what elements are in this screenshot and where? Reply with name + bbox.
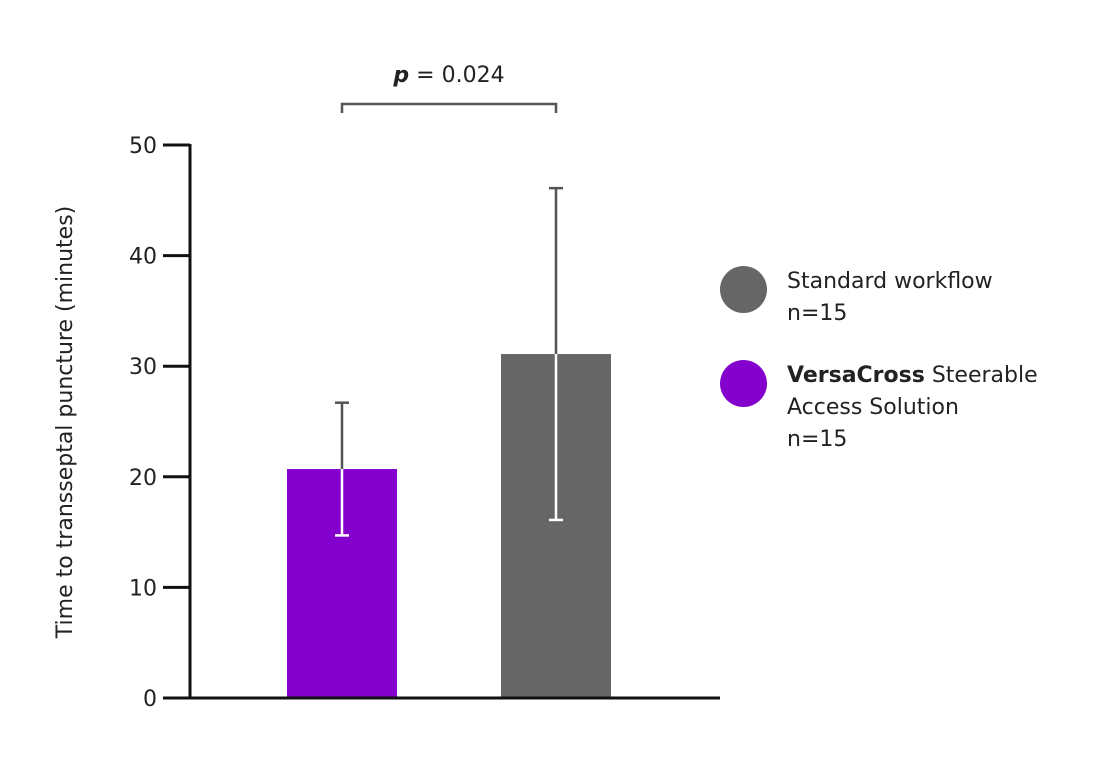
y-axis-ticks: 0 10 20 30 40 50 <box>129 134 190 712</box>
legend-item-standard: Standard workflow n=15 <box>720 266 1090 330</box>
significance-bracket <box>340 102 558 113</box>
bars <box>287 354 611 698</box>
y-tick-label: 10 <box>129 576 157 601</box>
p-symbol: p <box>392 63 409 88</box>
y-tick-label: 50 <box>129 134 157 159</box>
p-value-label: p = 0.024 <box>392 63 504 88</box>
y-tick-label: 30 <box>129 355 157 380</box>
legend-swatch-standard <box>720 266 767 313</box>
y-tick-label: 40 <box>129 245 157 270</box>
legend: Standard workflow n=15 VersaCross Steera… <box>720 266 1090 486</box>
p-value-text: = 0.024 <box>409 63 504 88</box>
legend-label-versacross: Steerable Access Solution <box>787 363 1038 420</box>
y-axis-title: Time to transseptal puncture (minutes) <box>53 206 78 639</box>
y-tick-label: 0 <box>143 687 157 712</box>
legend-n-versacross: n=15 <box>787 427 848 452</box>
legend-n-standard: n=15 <box>787 301 848 326</box>
legend-label-standard: Standard workflow <box>787 269 993 294</box>
legend-label-bold-versacross: VersaCross <box>787 363 925 388</box>
error-bars <box>335 186 563 537</box>
legend-swatch-versacross <box>720 360 767 407</box>
legend-item-versacross: VersaCross Steerable Access Solution n=1… <box>720 360 1090 456</box>
y-tick-label: 20 <box>129 466 157 491</box>
